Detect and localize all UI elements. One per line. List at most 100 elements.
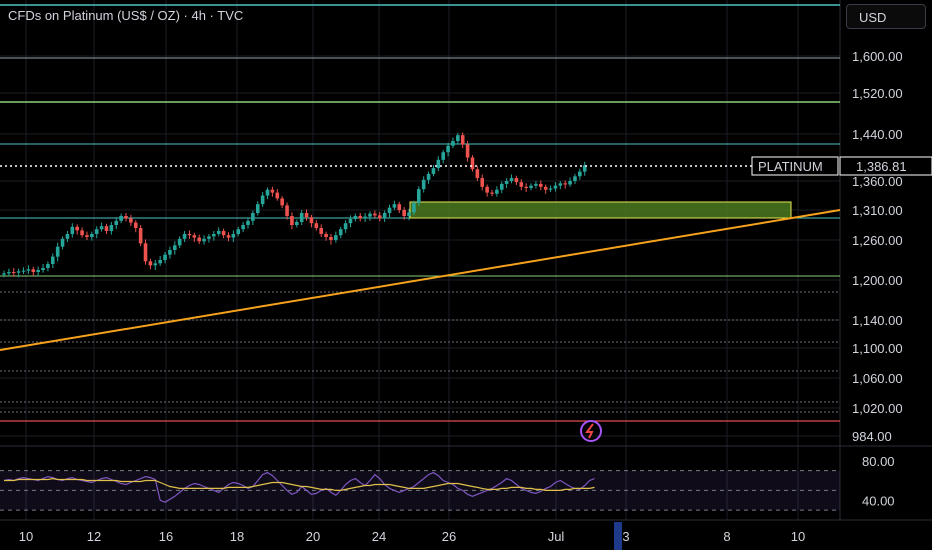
candle-70: [343, 223, 348, 230]
candle-97: [475, 169, 480, 179]
candle-11: [55, 246, 60, 257]
candle-89: [436, 159, 441, 169]
candle-57: [280, 198, 284, 206]
candle-30: [148, 261, 153, 266]
candle-0: [2, 273, 6, 275]
candle-43: [212, 234, 216, 237]
candle-13: [65, 234, 70, 239]
candle-107: [524, 186, 528, 188]
candle-45: [221, 231, 226, 236]
candle-41: [202, 238, 206, 242]
candle-60: [295, 222, 299, 225]
badge-symbol-box: [751, 156, 839, 176]
candle-6: [31, 269, 36, 272]
candle-68: [334, 235, 338, 240]
price-tick-11: 984.00: [852, 429, 892, 444]
candle-63: [309, 217, 314, 224]
candle-22: [109, 225, 114, 231]
badge-price: 1,386.81: [856, 159, 907, 174]
price-axis[interactable]: 1,600.00 1,520.00 1,440.00 1,360.00 1,310.00…: [852, 49, 903, 508]
candle-52: [255, 204, 260, 213]
candle-8: [41, 268, 45, 270]
candle-78: [382, 213, 387, 219]
candle-29: [143, 243, 148, 262]
candle-59: [290, 216, 294, 225]
candle-25: [124, 216, 128, 219]
price-tick-5: 1,260.00: [852, 233, 903, 248]
time-tick-4: 20: [306, 529, 320, 544]
candle-33: [163, 254, 167, 260]
candle-17: [85, 235, 89, 237]
candle-94: [460, 135, 465, 145]
candle-110: [539, 183, 543, 187]
candle-28: [138, 228, 143, 244]
chart-title: CFDs on Platinum (US$ / OZ) · 4h · TVC: [8, 8, 244, 23]
candle-75: [368, 213, 372, 217]
time-axis-highlight: [614, 522, 622, 550]
time-tick-10: 10: [791, 529, 805, 544]
candle-112: [548, 188, 553, 190]
candle-67: [329, 237, 333, 240]
candle-99: [485, 186, 489, 193]
candle-82: [402, 210, 406, 216]
candle-92: [451, 141, 455, 146]
candle-103: [504, 181, 509, 184]
price-tick-0: 1,600.00: [852, 49, 903, 64]
alert-icon[interactable]: [580, 420, 602, 442]
candle-73: [358, 216, 363, 219]
time-tick-7: Jul: [548, 529, 565, 544]
candle-26: [129, 218, 133, 223]
rsi-tick-1: 40.00: [862, 493, 895, 508]
candle-90: [441, 152, 445, 160]
candle-85: [417, 189, 421, 204]
time-tick-0: 10: [19, 529, 33, 544]
price-tick-6: 1,200.00: [852, 273, 903, 288]
candle-55: [270, 189, 275, 193]
candles: [2, 132, 587, 278]
candle-7: [36, 270, 40, 272]
candle-64: [314, 223, 319, 228]
candle-23: [114, 220, 119, 225]
candle-21: [104, 226, 109, 231]
candle-113: [553, 185, 558, 189]
rsi-ma-line: [4, 477, 595, 491]
candle-76: [373, 213, 377, 216]
candle-19: [94, 229, 99, 234]
rsi-line: [3, 471, 595, 503]
candle-71: [348, 219, 353, 224]
candle-44: [216, 231, 221, 234]
candle-102: [499, 183, 504, 190]
candle-104: [509, 178, 514, 181]
candle-47: [231, 234, 236, 238]
candle-36: [177, 238, 182, 246]
candle-66: [324, 234, 328, 237]
candle-56: [275, 192, 280, 199]
candle-111: [543, 186, 548, 190]
time-axis[interactable]: 10 12 16 18 20 24 26 Jul 3 8 10: [0, 519, 932, 550]
currency-button[interactable]: USD: [846, 4, 926, 29]
trendline[interactable]: [0, 209, 841, 351]
candle-10: [51, 256, 55, 264]
candle-54: [265, 189, 270, 196]
candle-80: [392, 204, 397, 208]
candle-42: [207, 236, 211, 239]
support-zone[interactable]: [409, 201, 792, 219]
candle-72: [353, 216, 358, 219]
candle-83: [407, 212, 411, 216]
grid: [0, 0, 841, 520]
support-zone-rect: [409, 201, 792, 219]
rsi-tick-0: 80.00: [862, 454, 895, 469]
price-axis-label-box: [839, 156, 932, 176]
candle-74: [363, 216, 367, 219]
candle-38: [187, 234, 192, 236]
candle-77: [377, 215, 382, 219]
time-tick-2: 16: [159, 529, 173, 544]
price-tick-4: 1,310.00: [852, 203, 903, 218]
candle-31: [153, 263, 158, 266]
price-tick-3: 1,360.00: [852, 174, 903, 189]
candle-16: [80, 230, 84, 236]
candle-81: [397, 204, 402, 210]
candle-14: [70, 226, 75, 234]
candle-35: [173, 245, 177, 250]
